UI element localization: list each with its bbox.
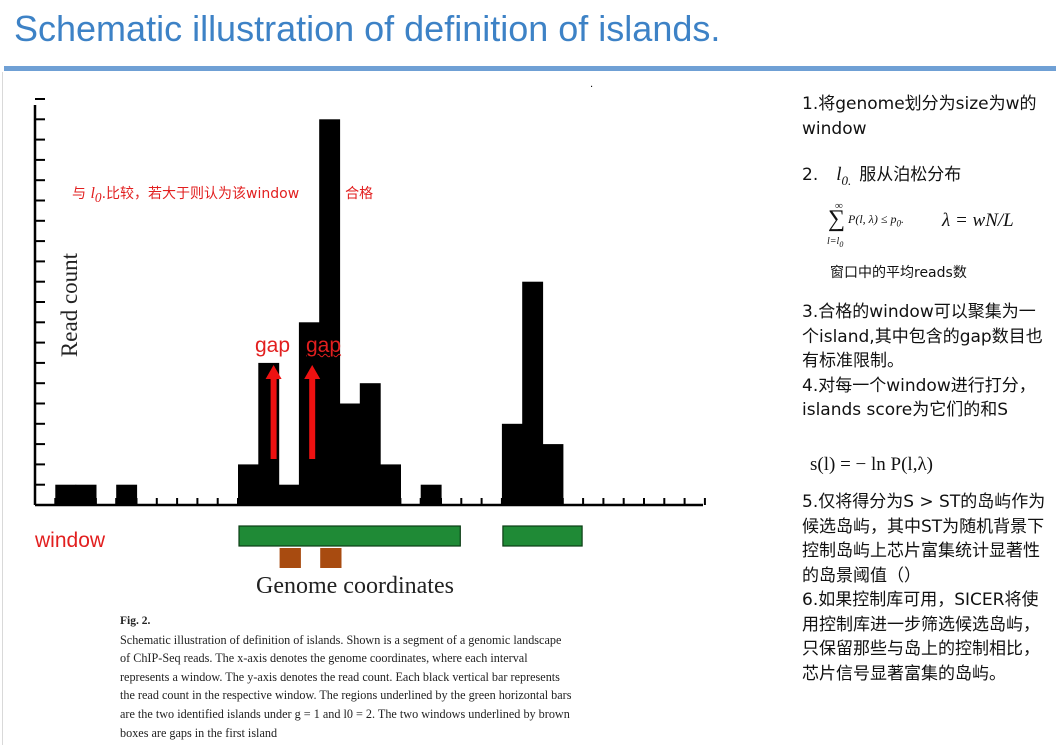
island-bars — [238, 525, 583, 547]
caption-line: boxes are gaps in the first island — [120, 725, 278, 740]
island-bar — [502, 525, 583, 547]
stray-mark: · — [590, 82, 594, 93]
gap-arrow-head — [265, 365, 282, 379]
read-count-bar — [522, 281, 544, 505]
read-count-bar — [116, 484, 138, 505]
read-count-bar — [319, 119, 341, 506]
caption-line: represents a window. The y-axis denotes … — [120, 669, 560, 684]
caption-line: are the two identified islands under g =… — [120, 706, 570, 721]
gap-boxes — [279, 548, 342, 568]
gap-box — [279, 548, 301, 568]
read-count-bar — [55, 484, 77, 505]
gap-box — [320, 548, 342, 568]
chart-bars — [55, 119, 564, 506]
read-count-bar — [75, 484, 97, 505]
score-formula: s(l) = − ln P(l,λ) — [810, 454, 933, 475]
read-count-bar — [359, 383, 381, 505]
read-count-bar — [501, 423, 523, 505]
slide-title: Schematic illustration of definition of … — [14, 8, 721, 49]
gap-label-1: gap — [255, 334, 291, 357]
read-count-bar — [542, 444, 564, 505]
annotation-suffix: .比较，若大于则认为该window — [101, 186, 300, 202]
figure-caption: Fig. 2. Schematic illustration of defini… — [120, 612, 620, 742]
caption-line: Schematic illustration of definition of … — [120, 632, 562, 647]
note-2: 2. l0. 服从泊松分布 — [802, 164, 962, 188]
note-5: 5.仅将得分为S > ST的岛屿作为候选岛屿，其中ST为随机背景下控制岛屿上芯片… — [802, 492, 1046, 586]
read-count-bar — [339, 403, 361, 505]
note-2-math: l0. — [836, 164, 852, 188]
slide-left-border — [2, 72, 3, 745]
poisson-formula: ∞ ∑ l=l0 P(l, λ) ≤ p0. λ = wN/L — [827, 200, 1014, 249]
threshold-annotation: 与 l0.比较，若大于则认为该window 合格 — [72, 183, 373, 206]
note-3: 3.合格的window可以聚集为一个island,其中包含的gap数目也有标准限… — [802, 302, 1043, 371]
gap-arrows — [265, 365, 321, 459]
notes-panel: 1.将genome划分为size为w的 window — [802, 92, 1052, 141]
gap-arrow-head — [304, 365, 321, 379]
y-axis-label: Read count — [57, 252, 82, 358]
read-count-bar — [380, 464, 401, 505]
annotation-prefix: 与 — [72, 186, 86, 202]
caption-title: Fig. 2. — [120, 615, 151, 627]
notes-panel-3: 5.仅将得分为S > ST的岛屿作为候选岛屿，其中ST为随机背景下控制岛屿上芯片… — [802, 490, 1052, 686]
caption-line: the read count in the respective window.… — [120, 688, 572, 703]
note-1: 1.将genome划分为size为w的 window — [802, 94, 1037, 139]
note-6: 6.如果控制库可用，SICER将使用控制库进一步筛选候选岛屿，只保留那些与岛上的… — [802, 590, 1040, 684]
caption-line: of ChIP-Seq reads. The x-axis denotes th… — [120, 651, 528, 666]
annotation-l0: l0 — [90, 185, 102, 206]
title-underline — [4, 66, 1056, 71]
read-count-bar — [278, 484, 300, 505]
note-4: 4.对每一个window进行打分，islands score为它们的和S — [802, 375, 1036, 421]
annotation-end: 合格 — [345, 186, 374, 202]
read-count-bar — [420, 484, 442, 505]
x-axis-label: Genome coordinates — [256, 573, 454, 599]
window-label: window — [35, 529, 106, 552]
read-count-bar — [238, 464, 259, 505]
average-reads-note: 窗口中的平均reads数 — [830, 265, 967, 281]
gap-label-2: gap — [306, 334, 342, 357]
island-bar — [238, 525, 461, 547]
islands-bar-chart — [33, 98, 706, 568]
notes-panel-2: 3.合格的window可以聚集为一个island,其中包含的gap数目也有标准限… — [802, 300, 1052, 423]
